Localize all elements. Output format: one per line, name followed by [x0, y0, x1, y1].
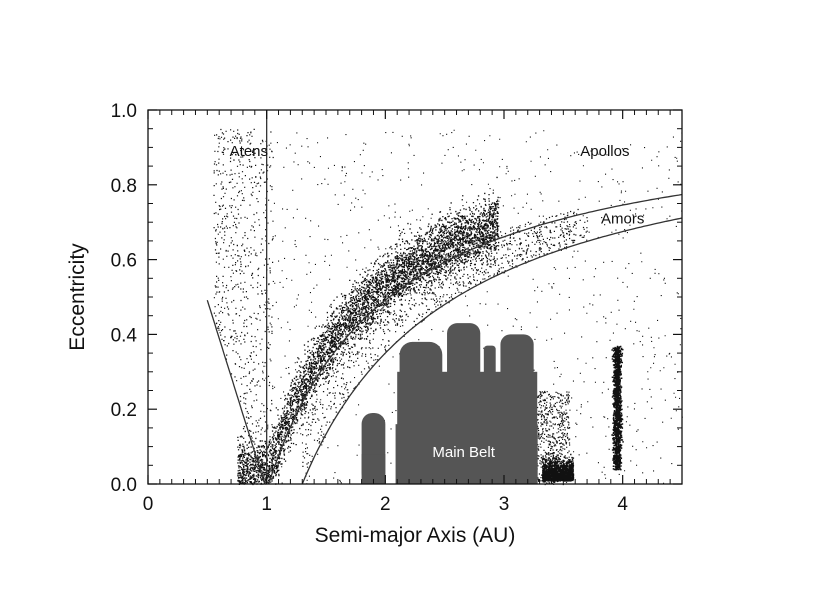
y-tick-label-1: 0.2 [111, 400, 137, 421]
hungaria-block-base [361, 454, 386, 484]
x-tick-label-1: 1 [261, 494, 272, 515]
boundary-q-0983 [206, 300, 267, 485]
scatter-points [213, 128, 683, 486]
region-label-amors: Amors [601, 210, 644, 227]
tick-labels: 0 1 2 3 4 0.0 0.2 0.4 0.6 0.8 1.0 [111, 101, 629, 515]
boundary-q-1017 [268, 193, 683, 485]
region-label-main-belt: Main Belt [432, 444, 495, 461]
x-tick-label-3: 3 [499, 494, 510, 515]
x-tick-label-0: 0 [143, 494, 154, 515]
y-tick-label-3: 0.6 [111, 251, 137, 272]
x-tick-label-4: 4 [617, 494, 628, 515]
y-tick-label-0: 0.0 [111, 475, 137, 496]
y-tick-label-4: 0.8 [111, 176, 137, 197]
region-label-atens: Atens [230, 143, 268, 160]
scatter-point-cloud [213, 128, 683, 486]
main-belt-core [397, 371, 538, 484]
y-tick-label-5: 1.0 [111, 101, 137, 122]
x-tick-label-2: 2 [380, 494, 391, 515]
belt-blocks [361, 323, 538, 484]
boundary-q-13 [301, 217, 683, 485]
y-axis-title: Eccentricity [66, 243, 89, 351]
boundary-lines [206, 110, 683, 485]
region-label-apollos: Apollos [580, 143, 629, 160]
y-tick-label-2: 0.4 [111, 325, 138, 346]
axis-ticks [147, 109, 683, 485]
x-axis-title: Semi-major Axis (AU) [315, 524, 516, 547]
